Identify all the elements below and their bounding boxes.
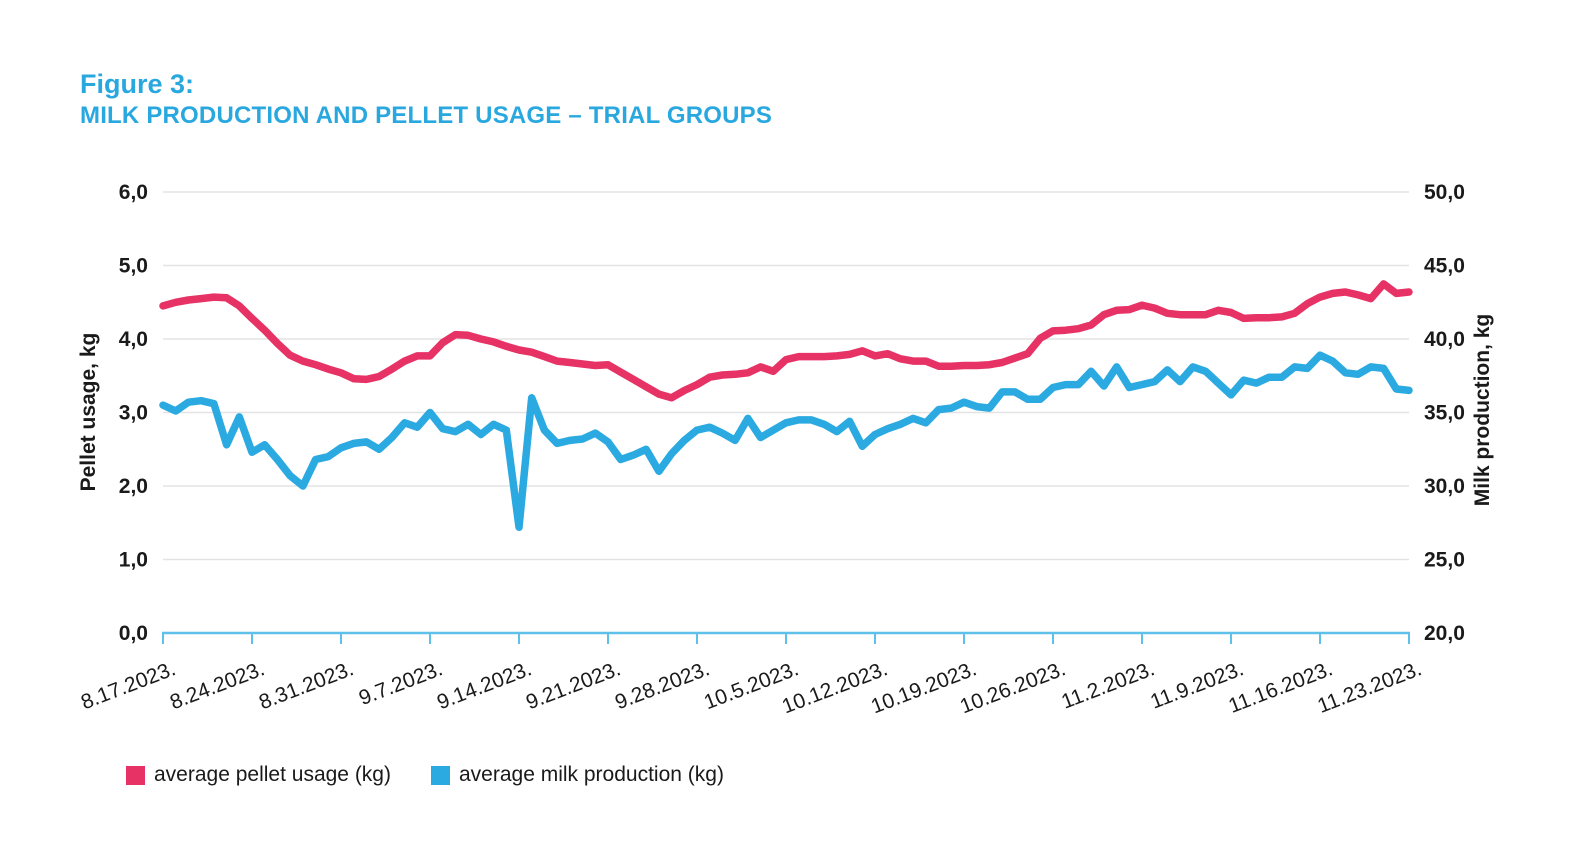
right-axis-tick-label: 45,0 bbox=[1424, 255, 1465, 278]
pellet-usage-series-line bbox=[159, 280, 1413, 402]
right-axis-tick-label: 30,0 bbox=[1424, 475, 1465, 498]
x-axis-tick-label: 8.17.2023. bbox=[78, 657, 179, 714]
milk-production-series-line bbox=[159, 351, 1413, 531]
x-axis-tick-label: 9.7.2023. bbox=[356, 657, 446, 710]
figure-title-block: Figure 3: MILK PRODUCTION AND PELLET USA… bbox=[80, 68, 772, 130]
left-axis-tick-label: 1,0 bbox=[119, 549, 148, 572]
pellet-legend-swatch-icon bbox=[126, 765, 145, 785]
right-axis-tick-label: 35,0 bbox=[1424, 402, 1465, 425]
legend-item-milk: average milk production (kg) bbox=[430, 763, 724, 787]
left-axis-title: Pellet usage, kg bbox=[77, 333, 100, 492]
milk-legend-swatch-icon bbox=[430, 765, 450, 785]
x-axis-tick-label: 9.14.2023. bbox=[434, 657, 535, 714]
left-axis-tick-label: 0,0 bbox=[119, 622, 148, 645]
left-axis-tick-label: 5,0 bbox=[119, 255, 148, 278]
figure-number: Figure 3: bbox=[80, 69, 195, 99]
right-axis-title: Milk production, kg bbox=[1471, 314, 1494, 507]
legend-item-pellet: average pellet usage (kg) bbox=[126, 763, 391, 787]
left-axis-tick-label: 2,0 bbox=[119, 475, 148, 498]
right-axis-tick-label: 25,0 bbox=[1424, 549, 1465, 572]
chart-legend: average pellet usage (kg) average milk p… bbox=[126, 763, 724, 787]
x-axis-tick-label: 8.31.2023. bbox=[256, 657, 357, 714]
left-axis-tick-label: 3,0 bbox=[119, 402, 148, 425]
figure-title: MILK PRODUCTION AND PELLET USAGE – TRIAL… bbox=[80, 101, 773, 129]
left-axis-tick-label: 4,0 bbox=[119, 328, 148, 351]
x-axis-tick-label: 8.24.2023. bbox=[167, 657, 268, 714]
milk-legend-label: average milk production (kg) bbox=[458, 763, 724, 786]
x-axis-tick-label: 11.2.2023. bbox=[1058, 657, 1157, 713]
right-axis-tick-label: 40,0 bbox=[1424, 328, 1465, 351]
left-axis-tick-label: 6,0 bbox=[119, 181, 148, 204]
pellet-legend-label: average pellet usage (kg) bbox=[154, 763, 391, 786]
right-axis-tick-label: 20,0 bbox=[1424, 622, 1465, 645]
x-axis-tick-label: 9.21.2023. bbox=[523, 657, 624, 714]
x-axis-tick-label: 9.28.2023. bbox=[612, 657, 713, 714]
right-axis-tick-label: 50,0 bbox=[1424, 181, 1465, 204]
